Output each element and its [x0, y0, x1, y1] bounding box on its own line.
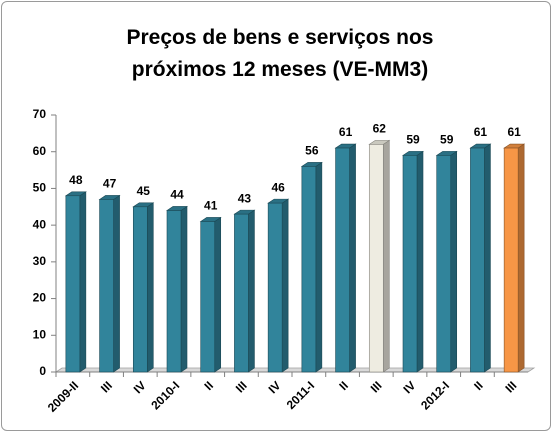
value-label: 43	[238, 191, 252, 205]
y-tick-label: 20	[33, 291, 47, 305]
bar-side	[281, 198, 289, 373]
bar-side	[214, 216, 222, 373]
bar-side	[79, 191, 87, 373]
value-label: 62	[373, 122, 387, 136]
x-tick-label: 2012-I	[418, 378, 452, 412]
x-tick-label: 2011-I	[284, 378, 317, 411]
bar	[267, 202, 283, 373]
bar	[132, 206, 148, 373]
bar	[301, 166, 317, 373]
y-tick-label: 40	[33, 217, 47, 231]
bar	[368, 144, 384, 373]
bar	[436, 155, 452, 373]
x-tick-label: III	[233, 378, 250, 395]
x-tick-label: IV	[400, 378, 418, 396]
y-tick-label: 50	[33, 181, 47, 195]
bar	[335, 147, 350, 373]
bar-side	[382, 139, 390, 373]
x-tick-label: II	[201, 378, 216, 393]
y-tick-label: 10	[33, 327, 47, 341]
bar	[470, 147, 485, 373]
x-tick-label: II	[336, 378, 351, 393]
value-label: 45	[137, 184, 151, 198]
bar-side	[248, 209, 255, 373]
x-tick-label: III	[503, 378, 520, 395]
y-tick-label: 60	[33, 144, 47, 158]
bar-side	[349, 143, 356, 373]
bar	[503, 147, 519, 373]
x-tick-label: II	[471, 378, 486, 393]
bar	[234, 213, 249, 373]
x-tick-label: III	[368, 378, 385, 395]
bar-side	[180, 205, 188, 373]
value-label: 41	[204, 199, 218, 213]
y-tick-label: 0	[39, 364, 46, 378]
x-tick-label: IV	[131, 378, 149, 396]
value-label: 56	[305, 144, 319, 158]
x-tick-label: 2009-II	[45, 378, 81, 414]
x-tick-label: 2010-I	[148, 378, 182, 412]
bar-side	[484, 143, 491, 373]
value-label: 47	[103, 177, 117, 191]
bar	[402, 155, 418, 373]
value-label: 46	[271, 180, 285, 194]
x-tick-label: III	[98, 378, 115, 395]
x-tick-label: IV	[266, 378, 284, 396]
bar	[65, 195, 81, 373]
floor	[54, 367, 536, 373]
bar	[166, 210, 182, 373]
chart-title: Preços de bens e serviços nos próximos 1…	[126, 26, 434, 81]
value-label: 61	[339, 125, 353, 139]
y-tick-label: 30	[33, 254, 47, 268]
value-label: 59	[406, 133, 420, 147]
value-label: 61	[474, 125, 488, 139]
bar-side	[315, 161, 323, 373]
value-label: 59	[440, 133, 454, 147]
bar-side	[517, 143, 525, 373]
bar-side	[113, 194, 120, 373]
y-tick-label: 70	[33, 107, 47, 121]
bar-side	[416, 150, 424, 373]
value-label: 61	[507, 125, 521, 139]
value-label: 48	[69, 173, 83, 187]
bar	[99, 199, 114, 373]
bar-side	[146, 202, 154, 373]
bar	[200, 221, 216, 373]
value-label: 44	[170, 188, 184, 202]
bar-side	[450, 150, 458, 373]
